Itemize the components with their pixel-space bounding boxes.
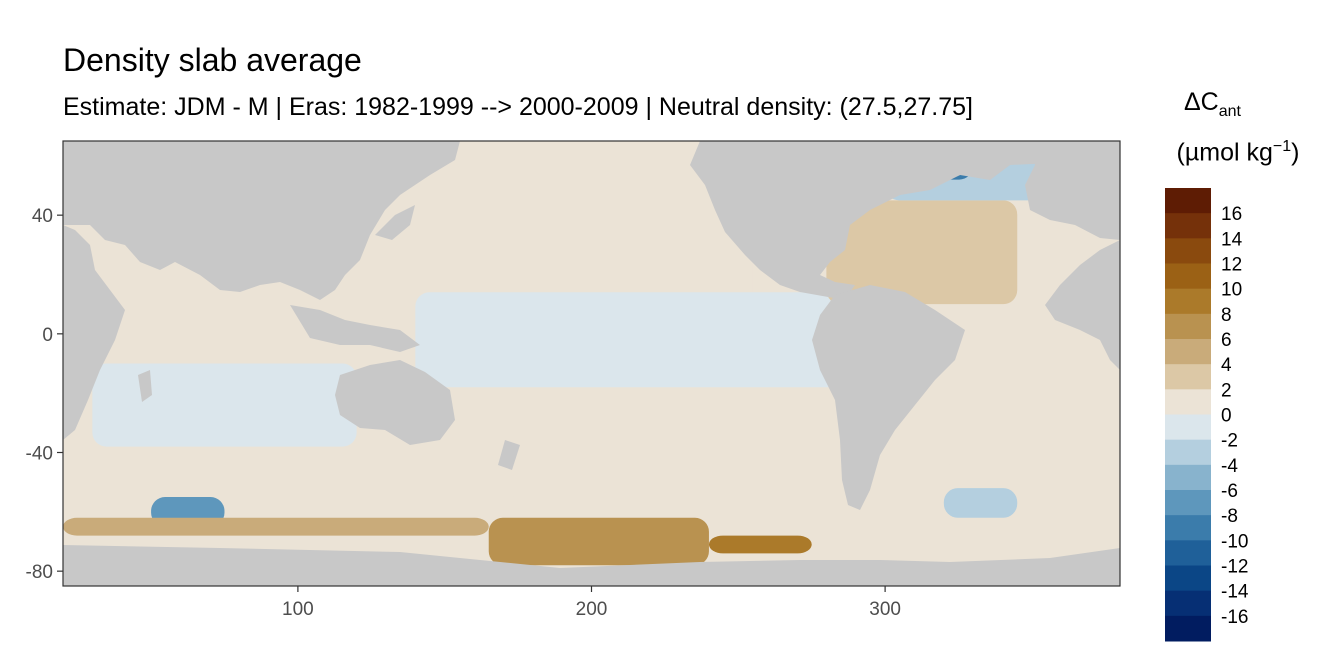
chart-title: Density slab average xyxy=(63,42,362,78)
chart-subtitle: Estimate: JDM - M | Eras: 1982-1999 --> … xyxy=(63,93,973,121)
x-tick-label: 100 xyxy=(282,599,314,620)
land-antarctica xyxy=(63,545,1120,586)
legend-label: 14 xyxy=(1221,229,1243,250)
legend-label: 12 xyxy=(1221,255,1242,276)
land-new-zealand xyxy=(498,440,520,470)
legend-label: 2 xyxy=(1221,380,1232,401)
y-tick-label: -80 xyxy=(26,562,53,583)
legend-label: -2 xyxy=(1221,431,1238,452)
legend-swatch xyxy=(1165,565,1211,592)
ocean-region-south-atlantic xyxy=(943,363,1120,468)
legend-swatch xyxy=(1165,464,1211,491)
map-panel xyxy=(63,141,1120,586)
land-masses xyxy=(63,141,1120,586)
legend-unit: (µmol kg−1) xyxy=(1148,138,1328,167)
legend-label: 16 xyxy=(1221,204,1242,225)
legend-swatch xyxy=(1165,414,1211,441)
legend-label: -10 xyxy=(1221,531,1248,552)
legend-swatch xyxy=(1165,364,1211,390)
legend-swatch xyxy=(1165,490,1211,516)
legend-label: -8 xyxy=(1221,506,1238,527)
legend-title: ΔCant xyxy=(1150,88,1275,121)
y-tick-label: -40 xyxy=(26,444,53,465)
legend-label: -4 xyxy=(1221,456,1238,477)
land-japan xyxy=(375,205,415,240)
legend-label: 8 xyxy=(1221,305,1232,326)
legend-swatch xyxy=(1165,238,1211,264)
y-tick-label: 40 xyxy=(32,206,53,227)
land-north-america xyxy=(690,141,1120,300)
x-axis: 100 200 300 xyxy=(282,586,901,620)
ocean-region-antarctic-margin-amundsen xyxy=(708,535,812,554)
legend-swatch xyxy=(1165,263,1211,290)
legend-swatch xyxy=(1165,313,1211,340)
ocean-region-indian-ocean-band xyxy=(92,363,357,447)
ocean-region-antarctic-margin-indian xyxy=(63,517,489,536)
land-africa-east xyxy=(1045,240,1120,370)
legend-swatch xyxy=(1165,339,1211,365)
legend-swatch xyxy=(1165,540,1211,566)
y-axis: 40 0 -40 -80 xyxy=(26,206,63,583)
x-tick-label: 300 xyxy=(869,599,901,620)
land-greenland xyxy=(880,141,1000,185)
land-madagascar xyxy=(138,370,152,402)
ocean-region-equatorial-pacific xyxy=(415,292,856,388)
legend-swatch xyxy=(1165,515,1211,541)
legend-unit-suffix: ) xyxy=(1291,138,1300,167)
x-tick-label: 200 xyxy=(576,599,608,620)
legend-swatch xyxy=(1165,590,1211,617)
legend-title-main: ΔC xyxy=(1183,88,1219,116)
legend-label: 4 xyxy=(1221,355,1232,376)
legend-label: 0 xyxy=(1221,406,1232,427)
legend-swatch xyxy=(1165,288,1211,315)
legend-label: -16 xyxy=(1221,607,1248,628)
legend-swatch xyxy=(1165,213,1211,239)
ocean-region-antarctic-margin-ross xyxy=(488,517,709,566)
legend-swatch xyxy=(1165,188,1211,214)
ocean-regions xyxy=(63,141,1120,566)
ocean-region-south-pacific-gyre xyxy=(503,399,856,497)
legend-swatch xyxy=(1165,615,1211,642)
land-europe xyxy=(1025,141,1120,240)
land-eurasia xyxy=(63,141,460,300)
ocean-region-north-pacific xyxy=(371,149,753,319)
legend-label: -14 xyxy=(1221,582,1249,603)
legend-unit-sup: −1 xyxy=(1272,138,1292,155)
legend-label: -12 xyxy=(1221,557,1248,578)
legend-label: 6 xyxy=(1221,330,1232,351)
legend-unit-prefix: (µmol kg xyxy=(1176,138,1273,167)
land-africa-west xyxy=(63,141,125,440)
y-tick-label: 0 xyxy=(42,325,53,346)
legend-label: 10 xyxy=(1221,280,1242,301)
ocean-region-north-atlantic xyxy=(826,200,1018,305)
legend-title-sub: ant xyxy=(1218,103,1241,120)
land-australia xyxy=(335,360,455,445)
ocean-region-south-atlantic-subpolar-patch xyxy=(943,488,1018,518)
color-legend: 16 14 12 10 8 6 4 2 0 -2 -4 -6 -8 -10 -12 -14 -16 xyxy=(1165,188,1249,642)
legend-swatch xyxy=(1165,439,1211,466)
legend-swatch xyxy=(1165,389,1211,415)
land-south-america xyxy=(812,285,965,510)
land-indonesia xyxy=(290,305,420,352)
legend-label: -6 xyxy=(1221,481,1238,502)
